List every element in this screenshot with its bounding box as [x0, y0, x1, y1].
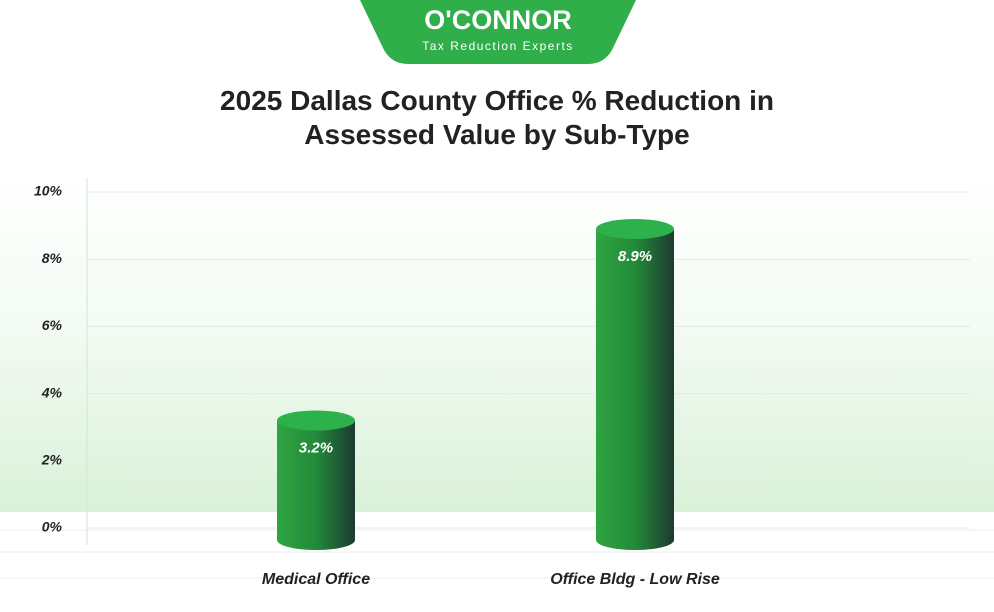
x-tick-label: Medical Office	[262, 571, 370, 588]
logo-tagline: Tax Reduction Experts	[422, 39, 574, 53]
y-tick-label: 6%	[42, 317, 63, 333]
background	[0, 170, 994, 512]
y-tick-label: 0%	[42, 519, 63, 535]
bar	[596, 228, 674, 550]
logo-badge	[360, 0, 636, 64]
logo-name: O'CONNOR	[424, 5, 571, 35]
chart-title: 2025 Dallas County Office % Reduction in…	[220, 85, 774, 150]
y-tick-label: 2%	[41, 452, 63, 468]
value-label: 3.2%	[299, 439, 333, 456]
floor	[0, 529, 994, 579]
x-tick-label: Office Bldg - Low Rise	[550, 571, 720, 588]
bar-top	[277, 410, 355, 431]
y-tick-label: 10%	[34, 183, 63, 199]
y-tick-label: 4%	[41, 384, 63, 400]
bar-top	[596, 218, 674, 239]
bar	[277, 420, 355, 550]
value-label: 8.9%	[618, 248, 652, 265]
y-tick-label: 8%	[42, 250, 63, 266]
